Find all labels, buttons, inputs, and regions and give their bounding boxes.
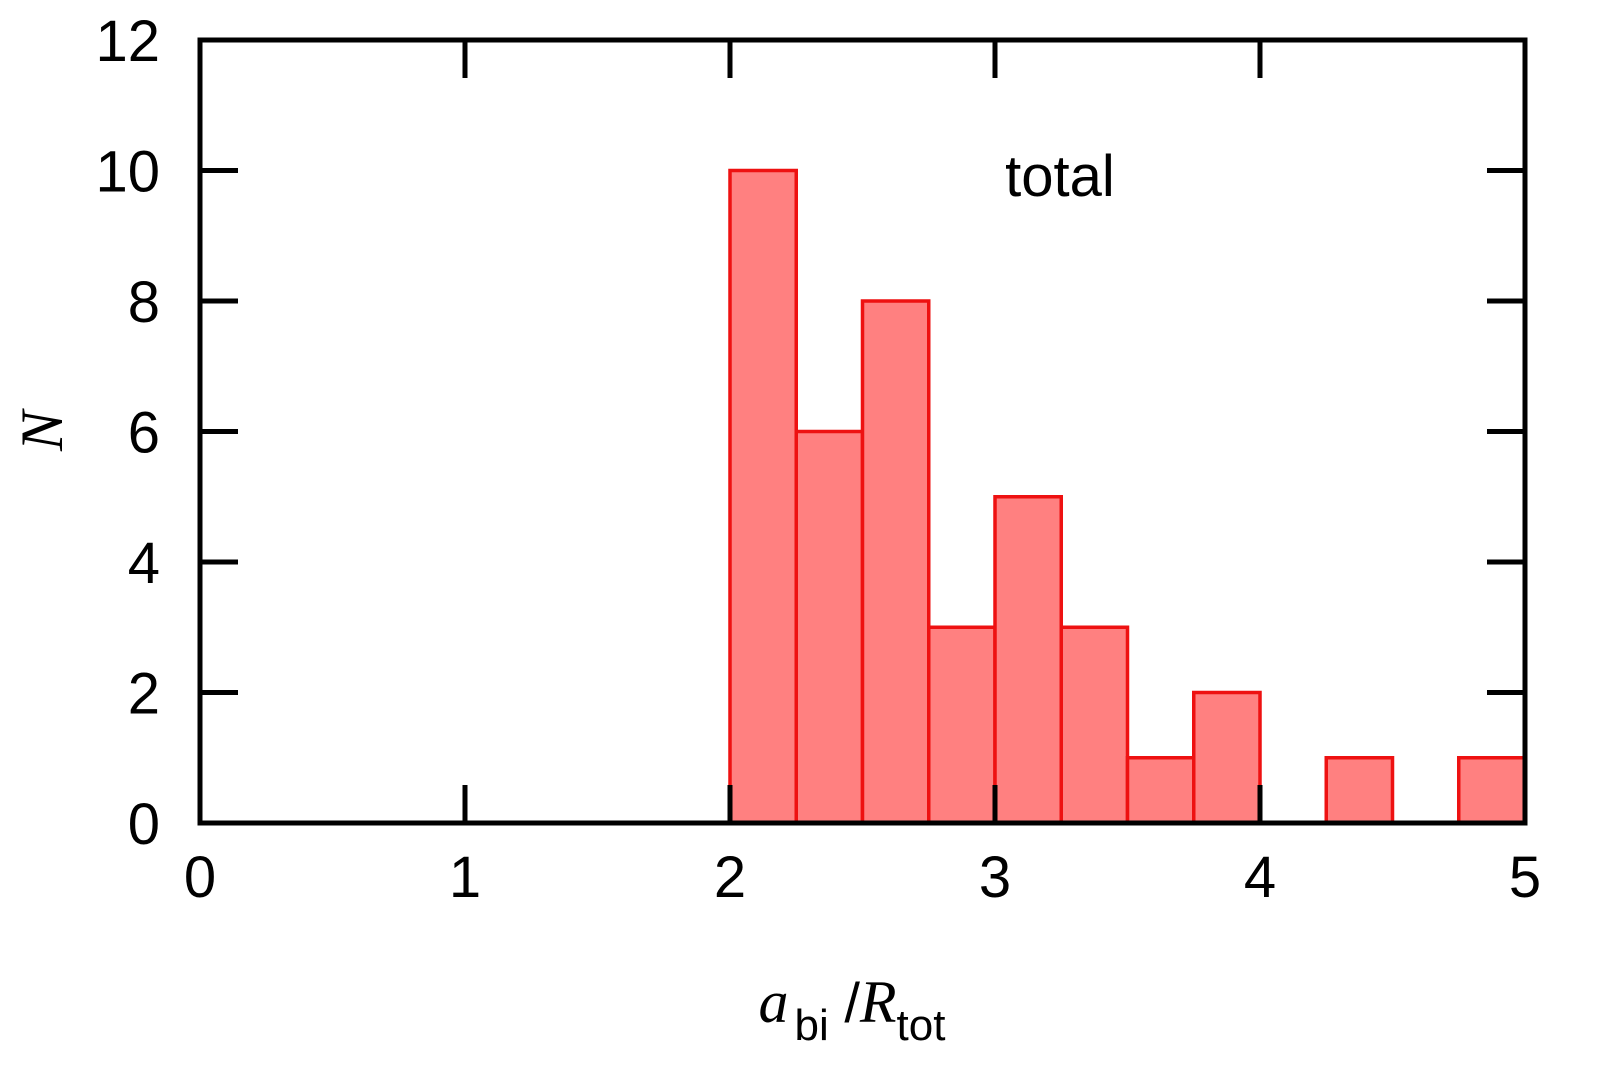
x-tick-label-5: 5 [1509, 845, 1541, 910]
histogram-bar-6 [1125, 756, 1196, 825]
histogram-bar-2 [860, 299, 931, 825]
y-tick-label-6: 12 [95, 9, 160, 74]
plot-frame [197, 37, 1528, 826]
x-axis-label: a bi /Rtot [759, 969, 946, 1050]
histogram-bar-3 [927, 625, 997, 825]
x-tick-label-4: 4 [1244, 845, 1276, 910]
histogram-bar-7 [1192, 690, 1262, 825]
histogram-bar-9 [1457, 756, 1527, 825]
x-label-slash: / [829, 971, 861, 1034]
x-label-R: R [859, 969, 897, 1035]
bars-group [728, 168, 1527, 825]
x-tick-label-3: 3 [979, 845, 1011, 910]
x-label-sub-tot: tot [897, 1001, 946, 1050]
annotation-total: total [1005, 144, 1115, 209]
histogram-bar-0 [728, 168, 798, 825]
y-tick-label-0: 0 [128, 792, 160, 857]
y-tick-label-2: 4 [128, 531, 160, 596]
y-tick-label-1: 2 [128, 662, 160, 727]
histogram-bar-1 [794, 429, 865, 825]
histogram-bar-5 [1059, 625, 1130, 825]
x-label-sub-bi: bi [795, 1001, 829, 1050]
x-tick-label-1: 1 [449, 845, 481, 910]
y-tick-label-3: 6 [128, 401, 160, 466]
y-axis-label: N [9, 408, 75, 452]
x-label-a: a [759, 969, 789, 1035]
y-tick-label-5: 10 [95, 140, 160, 205]
histogram-bar-8 [1324, 756, 1395, 825]
x-tick-label-2: 2 [714, 845, 746, 910]
y-tick-label-4: 8 [128, 270, 160, 335]
x-tick-label-0: 0 [184, 845, 216, 910]
histogram-bar-4 [993, 495, 1063, 825]
